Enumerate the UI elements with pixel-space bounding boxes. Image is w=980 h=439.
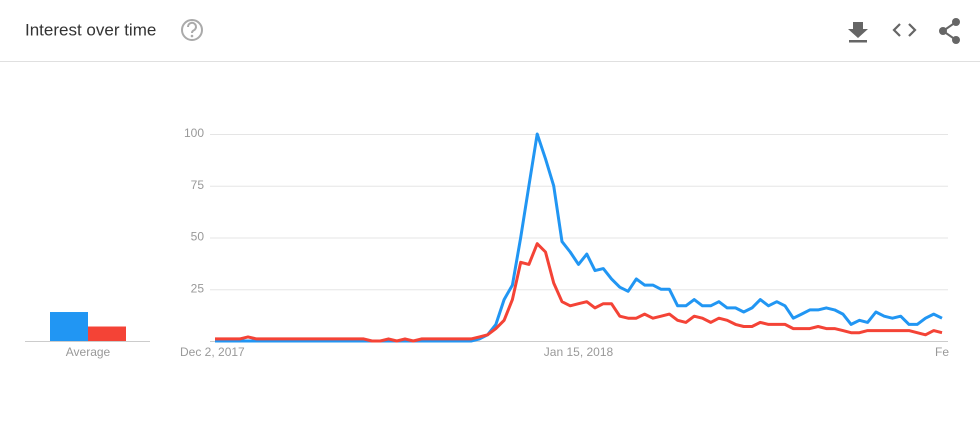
y-tick-label: 50 (191, 230, 205, 244)
average-bar (88, 326, 126, 341)
average-label: Average (66, 345, 111, 359)
card-title: Interest over time (25, 20, 156, 39)
average-bar (50, 312, 88, 341)
y-tick-label: 75 (191, 178, 205, 192)
x-tick-label: Dec 2, 2017 (180, 345, 245, 359)
series-line (215, 132, 943, 343)
download-icon[interactable] (848, 22, 868, 43)
x-tick-label: Fe (935, 345, 949, 359)
embed-icon[interactable] (892, 23, 917, 37)
x-tick-label: Jan 15, 2018 (544, 345, 614, 359)
share-icon[interactable] (939, 18, 960, 44)
help-icon[interactable] (181, 19, 203, 41)
y-tick-label: 100 (184, 126, 204, 140)
series-line (215, 242, 943, 343)
y-tick-label: 25 (191, 281, 205, 295)
